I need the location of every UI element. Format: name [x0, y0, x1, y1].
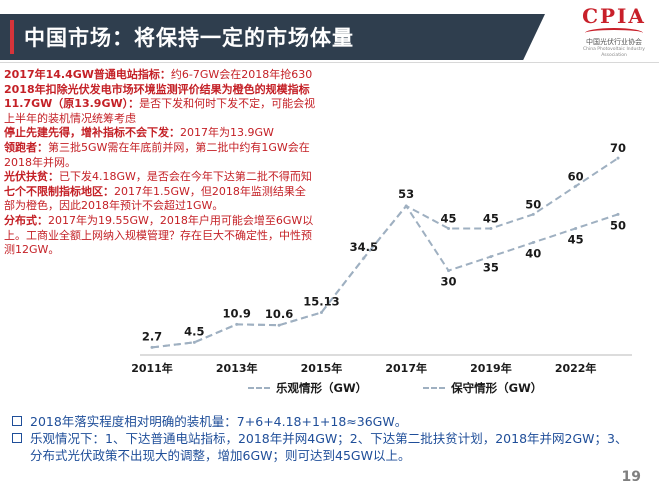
- note-item: 停止先建先得，增补指标不会下发：2017年为13.9GW: [4, 126, 316, 141]
- note-item: 光伏扶贫：已下发4.18GW，是否会在今年下达第二批不得而知: [4, 170, 316, 185]
- note-head: 光伏扶贫：: [4, 170, 59, 184]
- square-bullet-icon: [12, 416, 22, 426]
- data-point: [362, 256, 366, 260]
- data-point: [404, 204, 408, 208]
- data-label: 45: [568, 232, 584, 246]
- notes-block: 2017年14.4GW普通电站指标：约6-7GW会在2018年抢630 2018…: [4, 68, 316, 258]
- cpia-logo: CPIA 中国光伏行业协会 China Photovoltaic Industr…: [572, 4, 656, 60]
- x-tick-label: 2022年: [555, 361, 597, 375]
- note-item: 2018年扣除光伏发电市场环境监测评价结果为橙色的规模指标11.7GW（原13.…: [4, 83, 316, 127]
- data-label: 45: [441, 211, 457, 225]
- data-label: 10.9: [223, 306, 251, 320]
- note-head: 2018年扣除光伏发电市场环境监测评价结果为橙色的规模指标11.7GW（原13.…: [4, 82, 310, 111]
- note-head: 七个不限制指标地区：: [4, 184, 114, 198]
- legend-line-icon: [248, 387, 270, 389]
- note-head: 2017年14.4GW普通电站指标：: [4, 68, 171, 81]
- note-item: 领跑者：第三批5GW需在年底前并网，第二批中约有1GW会在2018年并网。: [4, 141, 316, 170]
- data-point: [616, 156, 620, 160]
- legend-line-icon: [423, 387, 446, 389]
- header-divider: [0, 62, 659, 63]
- page-number: 19: [621, 469, 641, 485]
- legend-item-conservative: 保守情形（GW）: [423, 380, 542, 396]
- data-label: 4.5: [184, 324, 204, 338]
- data-point: [277, 323, 281, 327]
- series-line-conservative: [151, 204, 619, 349]
- data-point: [574, 184, 578, 188]
- data-point: [319, 310, 323, 314]
- page-title: 中国市场：将保持一定的市场体量: [24, 26, 354, 50]
- chart-legend: 乐观情形（GW） 保守情形（GW）: [248, 380, 542, 396]
- note-body: 第三批5GW需在年底前并网，第二批中约有1GW会在2018年并网。: [4, 140, 310, 169]
- note-head: 分布式：: [4, 213, 48, 227]
- note-body: 已下发4.18GW，是否会在今年下达第二批不得而知: [59, 170, 312, 184]
- bullet-text: 2018年落实程度相对明确的装机量：7+6+4.18+1+18≈36GW。: [30, 414, 408, 429]
- square-bullet-icon: [12, 433, 22, 443]
- capacity-line-chart: 2011年 2013年 2015年 2017年 2019年 2022年 2.7 4.5 10.9…: [131, 141, 632, 375]
- data-label: 35: [483, 261, 499, 275]
- data-label: 50: [610, 218, 626, 232]
- data-label: 70: [610, 141, 626, 155]
- x-tick-label: 2013年: [216, 361, 258, 375]
- data-point: [574, 226, 578, 230]
- data-point: [447, 226, 451, 230]
- data-point: [616, 212, 620, 216]
- data-point: [489, 255, 493, 259]
- note-item: 七个不限制指标地区：2017年1.5GW，但2018年监测结果全部为橙色，因此2…: [4, 185, 316, 214]
- data-label: 45: [483, 211, 499, 225]
- legend-item-optimistic: 乐观情形（GW）: [248, 380, 367, 396]
- note-body: 2017年为19.55GW，2018年户用可能会增至6GW以上。工商业全额上网纳…: [4, 213, 314, 257]
- data-label: 53: [398, 187, 414, 201]
- data-label: 15.13: [303, 294, 339, 308]
- data-label: 2.7: [142, 329, 162, 343]
- x-tick-label: 2019年: [470, 361, 512, 375]
- note-item: 分布式：2017年为19.55GW，2018年户用可能会增至6GW以上。工商业全…: [4, 214, 316, 258]
- data-point: [531, 241, 535, 244]
- bullet-item: 2018年落实程度相对明确的装机量：7+6+4.18+1+18≈36GW。: [12, 413, 637, 430]
- bullet-text: 乐观情况下：1、下达普通电站指标，2018年并网4GW；2、下达第二批扶贫计划，…: [30, 431, 628, 463]
- logo-en-name: China Photovoltaic Industry Association: [583, 47, 645, 58]
- note-body: 2017年为13.9GW: [180, 126, 274, 140]
- x-tick-label: 2011年: [131, 361, 173, 375]
- note-body: 约6-7GW会在2018年抢630: [170, 68, 313, 81]
- legend-label: 乐观情形（GW）: [276, 381, 368, 395]
- data-label: 40: [525, 247, 541, 261]
- bullet-item: 乐观情况下：1、下达普通电站指标，2018年并网4GW；2、下达第二批扶贫计划，…: [12, 430, 637, 464]
- summary-bullets: 2018年落实程度相对明确的装机量：7+6+4.18+1+18≈36GW。 乐观…: [12, 413, 637, 464]
- data-point: [489, 226, 493, 230]
- x-tick-label: 2017年: [385, 361, 427, 375]
- legend-label: 保守情形（GW）: [451, 381, 543, 395]
- note-body: 2017年1.5GW，但2018年监测结果全部为橙色，因此2018年预计不会超过…: [4, 184, 306, 213]
- data-label: 34.5: [350, 240, 378, 254]
- note-head: 领跑者：: [4, 140, 48, 154]
- data-label: 60: [568, 169, 584, 183]
- note-body: 是否下发和何时下发不定，可能会视上半年的装机情况统筹考虑: [4, 97, 316, 125]
- x-tick-label: 2015年: [301, 361, 343, 375]
- data-point: [447, 269, 451, 273]
- data-label: 30: [441, 275, 457, 289]
- note-item: 2017年14.4GW普通电站指标：约6-7GW会在2018年抢630: [4, 68, 316, 83]
- data-label: 10.6: [265, 307, 293, 321]
- logo-mark: CPIA: [582, 4, 646, 28]
- logo-arc-icon: [585, 28, 643, 38]
- data-label: 50: [525, 197, 541, 211]
- note-head: 停止先建先得，增补指标不会下发：: [4, 126, 180, 140]
- data-point: [150, 345, 154, 349]
- title-bar: 中国市场：将保持一定的市场体量: [0, 14, 545, 60]
- data-point: [531, 212, 535, 216]
- logo-cn-name: 中国光伏行业协会: [586, 38, 642, 46]
- data-point: [192, 340, 196, 344]
- data-point: [235, 322, 239, 326]
